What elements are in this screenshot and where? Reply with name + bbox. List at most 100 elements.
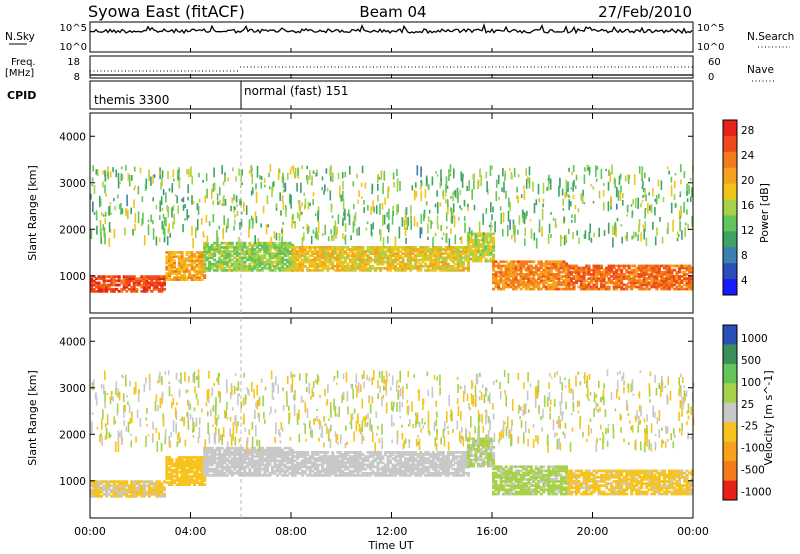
echo-cell (95, 285, 99, 289)
echo-cell (512, 275, 516, 278)
echo-cell (271, 187, 273, 198)
echo-cell (602, 279, 606, 282)
echo-cell (283, 469, 287, 473)
echo-cell (517, 273, 521, 276)
echo-cell (484, 259, 488, 263)
echo-cell (336, 246, 340, 249)
echo-cell (371, 258, 375, 262)
echo-cell (185, 276, 189, 279)
echo-cell (283, 250, 287, 253)
echo-cell (175, 251, 179, 254)
echo-cell (522, 275, 526, 278)
echo-cell (630, 287, 634, 291)
echo-cell (620, 264, 624, 268)
echo-cell (119, 181, 121, 185)
echo-cell (213, 248, 217, 251)
echo-cell (590, 285, 594, 289)
echo-cell (685, 285, 689, 289)
echo-cell (382, 182, 384, 195)
echo-cell (642, 268, 646, 272)
echo-cell (585, 287, 589, 291)
echo-cell (544, 285, 548, 289)
echo-cell (557, 273, 561, 276)
echo-cell (644, 221, 646, 232)
echo-cell (479, 454, 483, 457)
echo-cell (626, 232, 628, 242)
echo-cell (358, 267, 362, 270)
echo-cell (175, 274, 179, 277)
echo-cell (200, 259, 204, 263)
echo-cell (512, 264, 516, 268)
echo-cell (323, 451, 327, 454)
echo-cell (456, 459, 460, 463)
echo-cell (311, 457, 315, 460)
echo-cell (612, 287, 616, 291)
echo-cell (456, 455, 460, 458)
echo-cell (260, 262, 264, 266)
echo-cell (230, 205, 232, 212)
freq-left-tick-top: 18 (67, 57, 80, 68)
echo-cell (600, 273, 604, 276)
echo-cell (255, 267, 259, 270)
echo-cell (230, 469, 234, 473)
echo-cell (112, 486, 116, 490)
echo-cell (446, 252, 450, 255)
echo-cell (97, 285, 101, 289)
echo-cell (587, 285, 591, 289)
echo-cell (440, 178, 442, 186)
echo-cell (560, 234, 562, 247)
echo-cell (296, 455, 300, 458)
echo-cell (460, 171, 462, 177)
echo-cell (683, 270, 687, 274)
echo-cell (263, 469, 267, 473)
echo-cell (492, 253, 496, 257)
echo-cell (550, 212, 552, 215)
echo-cell (481, 245, 485, 248)
echo-cell (401, 252, 405, 255)
echo-cell (110, 279, 114, 283)
echo-cell (193, 470, 197, 474)
echo-cell (198, 265, 202, 269)
echo-cell (406, 469, 410, 473)
echo-cell (627, 174, 629, 181)
echo-cell (469, 245, 473, 248)
echo-cell (481, 255, 485, 259)
echo-cell (341, 472, 345, 475)
echo-cell (497, 174, 500, 185)
echo-cell (216, 193, 219, 201)
echo-cell (519, 273, 523, 276)
echo-cell (541, 208, 544, 221)
echo-cell (188, 263, 192, 267)
echo-cell (471, 454, 475, 457)
echo-cell (564, 287, 568, 291)
echo-cell (278, 233, 281, 241)
echo-cell (394, 463, 398, 467)
echo-cell (481, 251, 485, 255)
echo-cell (449, 463, 453, 467)
echo-cell (125, 490, 129, 494)
echo-cell (316, 246, 320, 249)
echo-cell (690, 285, 694, 289)
echo-cell (497, 285, 501, 289)
echo-cell (233, 459, 237, 463)
echo-cell (436, 246, 440, 249)
echo-cell (131, 175, 133, 181)
echo-cell (288, 467, 292, 471)
echo-cell (452, 211, 454, 220)
echo-cell (303, 459, 307, 463)
echo-cell (643, 187, 645, 192)
echo-cell (396, 256, 400, 260)
echo-cell (600, 283, 604, 287)
echo-cell (233, 446, 237, 450)
echo-cell (685, 266, 689, 270)
echo-cell (172, 253, 176, 256)
echo-cell (160, 492, 164, 496)
echo-cell (617, 283, 621, 287)
echo-cell (163, 217, 166, 226)
echo-cell (142, 486, 146, 490)
echo-cell (366, 472, 370, 475)
echo-cell (686, 191, 688, 196)
echo-cell (243, 465, 247, 469)
echo-cell (353, 252, 357, 255)
echo-cell (424, 248, 428, 251)
